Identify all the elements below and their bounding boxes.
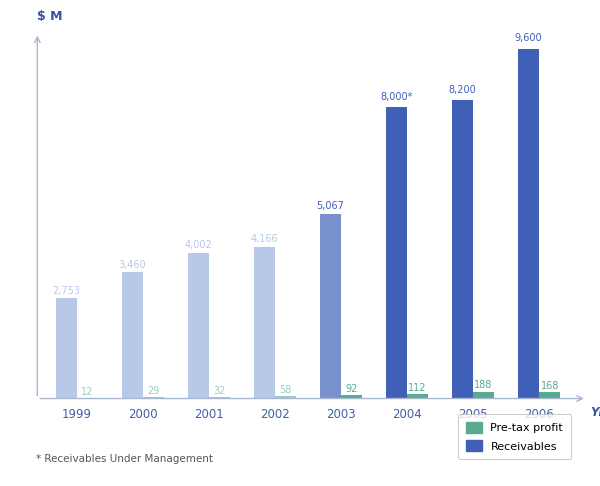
Bar	[452, 100, 473, 399]
Text: 3,460: 3,460	[119, 260, 146, 270]
Bar	[539, 392, 560, 399]
Bar	[320, 214, 341, 399]
Bar	[407, 395, 428, 399]
Text: 2,753: 2,753	[52, 286, 80, 296]
Bar	[209, 398, 230, 399]
Text: $ M: $ M	[37, 10, 63, 23]
Bar	[122, 272, 143, 399]
Bar	[56, 298, 77, 399]
Text: 5,067: 5,067	[317, 201, 344, 210]
Bar	[188, 253, 209, 399]
Text: 8,000*: 8,000*	[380, 92, 413, 103]
Text: 4,002: 4,002	[185, 240, 212, 250]
Text: 112: 112	[409, 383, 427, 393]
Text: 4,166: 4,166	[251, 234, 278, 244]
Text: 58: 58	[280, 385, 292, 395]
Bar	[518, 49, 539, 399]
Text: 188: 188	[475, 381, 493, 390]
Bar	[386, 107, 407, 399]
Text: 9,600: 9,600	[515, 34, 542, 43]
Bar	[341, 395, 362, 399]
Legend: Pre-tax profit, Receivables: Pre-tax profit, Receivables	[458, 414, 571, 459]
Text: 29: 29	[148, 386, 160, 397]
Text: 8,200: 8,200	[449, 85, 476, 95]
Text: 32: 32	[214, 386, 226, 396]
Bar	[473, 392, 494, 399]
Text: 92: 92	[346, 384, 358, 394]
Text: 168: 168	[541, 381, 559, 391]
Bar	[275, 397, 296, 399]
Bar	[143, 398, 164, 399]
Text: 12: 12	[82, 387, 94, 397]
Text: * Receivables Under Management: * Receivables Under Management	[36, 454, 213, 464]
Bar	[254, 247, 275, 399]
Text: YEAR: YEAR	[590, 406, 600, 419]
